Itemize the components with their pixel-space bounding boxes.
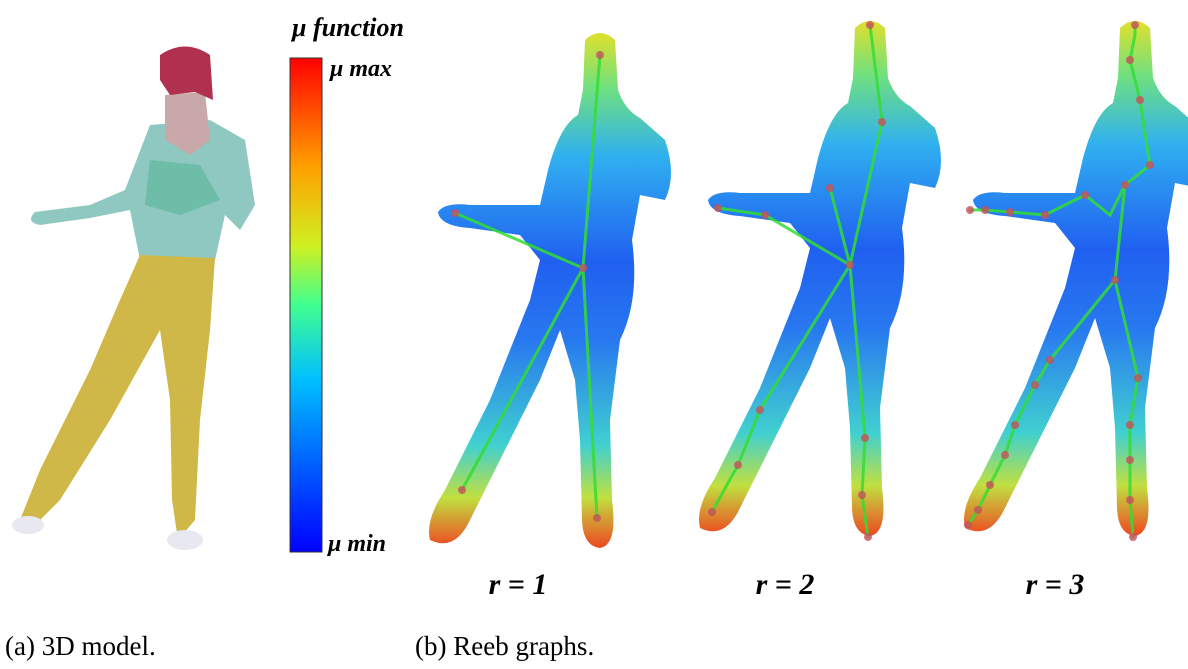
panel-label: r = 1 <box>489 568 548 601</box>
caption: (a) 3D model. <box>5 631 156 661</box>
model-3d <box>12 47 255 551</box>
panel-label: r = 3 <box>1026 568 1085 601</box>
silhouette <box>429 33 671 548</box>
colorbar-max: μ max <box>328 56 392 82</box>
silhouette <box>964 21 1188 536</box>
panel-label: r = 2 <box>756 568 815 601</box>
figure: μ function μ max μ min <box>0 0 1188 669</box>
colorbar-title: μ function <box>290 13 404 42</box>
colorbar-min: μ min <box>326 531 386 557</box>
colorbar <box>290 58 322 552</box>
silhouette <box>699 21 941 536</box>
caption: (b) Reeb graphs. <box>415 631 594 661</box>
